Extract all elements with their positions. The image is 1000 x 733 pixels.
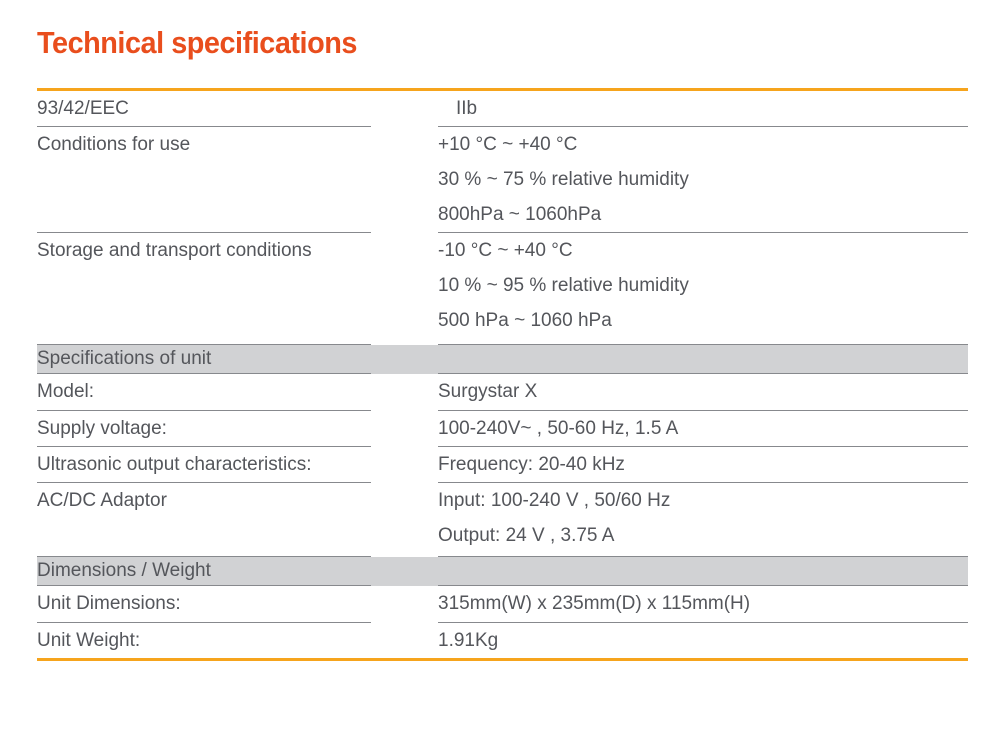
spec-value: Input: 100-240 V , 50/60 Hz bbox=[438, 490, 671, 511]
spec-label-cell: 93/42/EEC bbox=[37, 91, 371, 127]
page-title: Technical specifications bbox=[37, 25, 357, 60]
spec-value: 30 % ~ 75 % relative humidity bbox=[438, 169, 689, 190]
section-value-cell bbox=[438, 557, 968, 586]
column-gap bbox=[371, 374, 438, 411]
column-gap bbox=[371, 623, 438, 658]
column-gap bbox=[371, 447, 438, 483]
spec-label-cell: AC/DC Adaptor bbox=[37, 483, 371, 557]
spec-value-cell: 100-240V~ , 50-60 Hz, 1.5 A bbox=[438, 411, 968, 447]
spec-value: 1.91Kg bbox=[438, 630, 499, 651]
spec-label: Conditions for use bbox=[37, 134, 191, 155]
column-gap bbox=[371, 345, 438, 374]
spec-value: Surgystar X bbox=[438, 381, 538, 402]
spec-label-cell: Storage and transport conditions bbox=[37, 233, 371, 345]
spec-label: AC/DC Adaptor bbox=[37, 490, 167, 511]
spec-value: Frequency: 20-40 kHz bbox=[438, 454, 625, 475]
spec-label-cell: Model: bbox=[37, 374, 371, 411]
spec-label-cell: Conditions for use bbox=[37, 127, 371, 233]
spec-value-cell: 1.91Kg bbox=[438, 623, 968, 658]
table-row: AC/DC Adaptor Input: 100-240 V , 50/60 H… bbox=[37, 483, 968, 557]
column-gap bbox=[371, 586, 438, 623]
section-header-row: Specifications of unit bbox=[37, 345, 968, 374]
section-header-row: Dimensions / Weight bbox=[37, 557, 968, 586]
column-gap bbox=[371, 91, 438, 127]
spec-value: -10 °C ~ +40 °C bbox=[438, 240, 573, 261]
spec-value-cell: IIb bbox=[438, 91, 968, 127]
section-label-cell: Dimensions / Weight bbox=[37, 557, 371, 586]
spec-value-cell: Frequency: 20-40 kHz bbox=[438, 447, 968, 483]
spec-label-cell: Supply voltage: bbox=[37, 411, 371, 447]
spec-label-cell: Ultrasonic output characteristics: bbox=[37, 447, 371, 483]
spec-value: 10 % ~ 95 % relative humidity bbox=[438, 275, 689, 296]
spec-label-cell: Unit Dimensions: bbox=[37, 586, 371, 623]
spec-value-cell: 315mm(W) x 235mm(D) x 115mm(H) bbox=[438, 586, 968, 623]
spec-value: 100-240V~ , 50-60 Hz, 1.5 A bbox=[438, 418, 679, 439]
spec-value-cell: -10 °C ~ +40 °C 10 % ~ 95 % relative hum… bbox=[438, 233, 968, 345]
table-row: Unit Dimensions: 315mm(W) x 235mm(D) x 1… bbox=[37, 586, 968, 623]
section-label-cell: Specifications of unit bbox=[37, 345, 371, 374]
column-gap bbox=[371, 411, 438, 447]
section-label: Specifications of unit bbox=[37, 348, 212, 369]
table-row: Model: Surgystar X bbox=[37, 374, 968, 411]
spec-label: Ultrasonic output characteristics: bbox=[37, 454, 312, 475]
table-row: 93/42/EEC IIb bbox=[37, 91, 968, 127]
spec-value-cell: +10 °C ~ +40 °C 30 % ~ 75 % relative hum… bbox=[438, 127, 968, 233]
table-row: Storage and transport conditions -10 °C … bbox=[37, 233, 968, 345]
table-row: Unit Weight: 1.91Kg bbox=[37, 623, 968, 658]
column-gap bbox=[371, 483, 438, 557]
section-value-cell bbox=[438, 345, 968, 374]
top-orange-rule bbox=[37, 88, 968, 91]
spec-value: 500 hPa ~ 1060 hPa bbox=[438, 310, 612, 331]
spec-label: 93/42/EEC bbox=[37, 98, 129, 119]
spec-label: Model: bbox=[37, 381, 95, 402]
spec-label: Unit Weight: bbox=[37, 630, 141, 651]
spec-label: Unit Dimensions: bbox=[37, 593, 181, 614]
spec-value: 315mm(W) x 235mm(D) x 115mm(H) bbox=[438, 593, 751, 614]
spec-value: 800hPa ~ 1060hPa bbox=[438, 204, 602, 225]
spec-value-cell: Surgystar X bbox=[438, 374, 968, 411]
spec-label: Supply voltage: bbox=[37, 418, 167, 439]
bottom-orange-rule bbox=[37, 658, 968, 661]
spec-value: IIb bbox=[456, 98, 478, 119]
spec-value-cell: Input: 100-240 V , 50/60 Hz Output: 24 V… bbox=[438, 483, 968, 557]
table-row: Conditions for use +10 °C ~ +40 °C 30 % … bbox=[37, 127, 968, 233]
table-row: Ultrasonic output characteristics: Frequ… bbox=[37, 447, 968, 483]
column-gap bbox=[371, 557, 438, 586]
spec-table: 93/42/EEC IIb Conditions for use +10 °C … bbox=[37, 88, 968, 661]
column-gap bbox=[371, 127, 438, 233]
column-gap bbox=[371, 233, 438, 345]
spec-value: +10 °C ~ +40 °C bbox=[438, 134, 578, 155]
spec-value: Output: 24 V , 3.75 A bbox=[438, 525, 615, 546]
table-row: Supply voltage: 100-240V~ , 50-60 Hz, 1.… bbox=[37, 411, 968, 447]
spec-label: Storage and transport conditions bbox=[37, 240, 312, 261]
spec-label-cell: Unit Weight: bbox=[37, 623, 371, 658]
section-label: Dimensions / Weight bbox=[37, 560, 211, 581]
